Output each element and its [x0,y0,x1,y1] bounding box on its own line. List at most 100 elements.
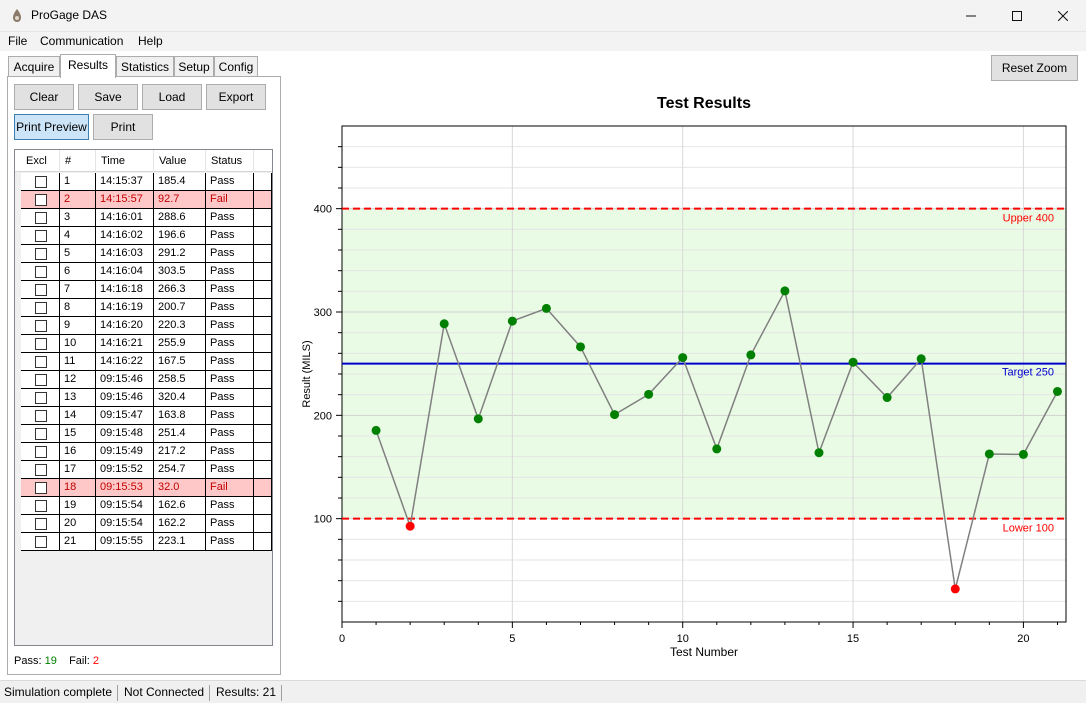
exclude-checkbox[interactable] [35,410,47,422]
pass-count: 19 [44,655,57,667]
results-chart[interactable]: Test Results 100 200 300 400 0 5 10 15 20 Test Num… [290,84,1080,670]
menu-help[interactable]: Help [138,34,163,48]
tab-statistics[interactable]: Statistics [116,56,174,77]
header-number[interactable]: # [60,150,96,172]
exclude-checkbox[interactable] [35,176,47,188]
table-row[interactable]: 3 14:16:01 288.6 Pass [15,209,272,227]
tab-config[interactable]: Config [214,56,258,77]
table-row[interactable]: 12 09:15:46 258.5 Pass [15,371,272,389]
exclude-checkbox[interactable] [35,356,47,368]
cell-value: 167.5 [154,353,206,371]
menu-bar: File Communication Help [0,32,1086,51]
data-point [610,410,620,420]
exclude-checkbox[interactable] [35,518,47,530]
cell-filler [254,533,272,551]
status-results-count: Results: 21 [216,685,283,701]
exclude-checkbox[interactable] [35,428,47,440]
header-time[interactable]: Time [96,150,154,172]
x-axis-label: Test Number [670,645,738,659]
table-row[interactable]: 6 14:16:04 303.5 Pass [15,263,272,281]
table-row[interactable]: 14 09:15:47 163.8 Pass [15,407,272,425]
table-row[interactable]: 7 14:16:18 266.3 Pass [15,281,272,299]
exclude-checkbox[interactable] [35,374,47,386]
exclude-checkbox[interactable] [35,194,47,206]
cell-time: 09:15:46 [96,389,154,407]
header-status[interactable]: Status [206,150,254,172]
table-row[interactable]: 11 14:16:22 167.5 Pass [15,353,272,371]
exclude-checkbox[interactable] [35,482,47,494]
cell-n: 1 [60,173,96,191]
menu-file[interactable]: File [8,34,28,48]
table-row[interactable]: 20 09:15:54 162.2 Pass [15,515,272,533]
exclude-checkbox[interactable] [35,212,47,224]
tab-acquire[interactable]: Acquire [8,56,60,77]
exclude-checkbox[interactable] [35,230,47,242]
close-button[interactable] [1040,0,1086,31]
exclude-checkbox[interactable] [35,320,47,332]
table-row[interactable]: 1 14:15:37 185.4 Pass [15,173,272,191]
cell-n: 3 [60,209,96,227]
data-point [439,319,449,329]
table-row[interactable]: 4 14:16:02 196.6 Pass [15,227,272,245]
cell-time: 09:15:55 [96,533,154,551]
header-excl[interactable]: Excl [21,150,60,172]
table-row[interactable]: 21 09:15:55 223.1 Pass [15,533,272,551]
exclude-checkbox[interactable] [35,500,47,512]
tab-results[interactable]: Results [60,54,116,78]
exclude-checkbox[interactable] [35,284,47,296]
minimize-button[interactable] [948,0,994,31]
cell-filler [254,461,272,479]
maximize-button[interactable] [994,0,1040,31]
table-row[interactable]: 2 14:15:57 92.7 Fail [15,191,272,209]
cell-filler [254,479,272,497]
table-row[interactable]: 16 09:15:49 217.2 Pass [15,443,272,461]
table-row[interactable]: 9 14:16:20 220.3 Pass [15,317,272,335]
data-point [882,393,892,403]
cell-value: 288.6 [154,209,206,227]
load-button[interactable]: Load [142,84,202,110]
exclude-checkbox[interactable] [35,392,47,404]
table-row[interactable]: 13 09:15:46 320.4 Pass [15,389,272,407]
table-row[interactable]: 5 14:16:03 291.2 Pass [15,245,272,263]
cell-time: 14:16:03 [96,245,154,263]
cell-n: 9 [60,317,96,335]
exclude-checkbox[interactable] [35,536,47,548]
table-row[interactable]: 10 14:16:21 255.9 Pass [15,335,272,353]
header-value[interactable]: Value [154,150,206,172]
excl-cell [21,191,60,209]
exclude-checkbox[interactable] [35,302,47,314]
print-button[interactable]: Print [93,114,153,140]
save-button[interactable]: Save [78,84,138,110]
table-row[interactable]: 18 09:15:53 32.0 Fail [15,479,272,497]
print-preview-button[interactable]: Print Preview [14,114,89,140]
exclude-checkbox[interactable] [35,248,47,260]
cell-filler [254,335,272,353]
table-row[interactable]: 19 09:15:54 162.6 Pass [15,497,272,515]
data-point [507,316,517,326]
cell-n: 6 [60,263,96,281]
data-point [814,448,824,458]
tab-setup[interactable]: Setup [174,56,214,77]
exclude-checkbox[interactable] [35,464,47,476]
cell-status: Fail [206,479,254,497]
cell-filler [254,407,272,425]
exclude-checkbox[interactable] [35,338,47,350]
export-button[interactable]: Export [206,84,266,110]
cell-time: 09:15:46 [96,371,154,389]
clear-button[interactable]: Clear [14,84,74,110]
cell-filler [254,173,272,191]
cell-value: 255.9 [154,335,206,353]
table-row[interactable]: 17 09:15:52 254.7 Pass [15,461,272,479]
exclude-checkbox[interactable] [35,446,47,458]
cell-status: Pass [206,407,254,425]
cell-n: 13 [60,389,96,407]
exclude-checkbox[interactable] [35,266,47,278]
menu-communication[interactable]: Communication [40,34,124,48]
table-row[interactable]: 8 14:16:19 200.7 Pass [15,299,272,317]
cell-time: 14:16:04 [96,263,154,281]
cell-status: Pass [206,533,254,551]
y-tick-label: 300 [314,307,332,319]
cell-n: 14 [60,407,96,425]
reset-zoom-button[interactable]: Reset Zoom [991,55,1078,81]
table-row[interactable]: 15 09:15:48 251.4 Pass [15,425,272,443]
